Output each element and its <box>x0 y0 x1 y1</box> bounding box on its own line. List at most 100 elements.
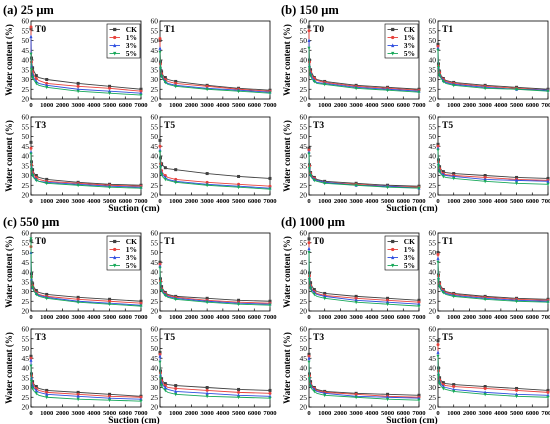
marker <box>237 395 241 400</box>
marker <box>452 176 456 181</box>
y-tick-label: 45 <box>151 46 159 55</box>
y-axis-label: Water content (%) <box>282 332 292 404</box>
marker <box>158 144 162 148</box>
marker <box>174 180 178 185</box>
series-5% <box>436 148 550 187</box>
y-tick-label: 30 <box>429 383 437 392</box>
legend-label: CK <box>404 25 415 34</box>
y-axis-label: Water content (%) <box>4 120 14 192</box>
marker <box>309 287 313 291</box>
marker <box>546 390 550 394</box>
marker <box>452 383 456 387</box>
marker <box>237 89 241 94</box>
legend: CK1%3%5% <box>106 235 141 271</box>
marker <box>29 152 33 157</box>
chart-group: (d) 1000 μm Water content (%) Water conten… <box>281 215 550 424</box>
marker <box>436 66 440 70</box>
y-tick-label: 45 <box>429 46 437 55</box>
y-tick-label: 45 <box>22 354 30 363</box>
panel-title: T0 <box>313 25 324 35</box>
y-tick-label: 20 <box>429 95 437 104</box>
x-tick-label: 4000 <box>216 314 230 321</box>
y-tick-label: 25 <box>300 181 308 190</box>
marker <box>436 48 440 53</box>
marker <box>452 294 456 299</box>
marker <box>391 247 395 252</box>
marker <box>307 146 311 150</box>
marker <box>483 86 487 91</box>
legend-label: 1% <box>126 33 137 42</box>
marker <box>158 282 162 286</box>
x-tick-label: 7000 <box>263 198 277 205</box>
x-tick-label: 6000 <box>526 198 540 205</box>
y-tick-label: 55 <box>151 334 159 343</box>
marker <box>29 364 33 369</box>
legend-label: 1% <box>404 245 415 254</box>
panel-title: T1 <box>442 25 453 35</box>
x-axis-label: Suction (cm) <box>108 415 159 424</box>
x-tick-label: 1000 <box>169 198 183 205</box>
marker <box>546 179 550 183</box>
marker <box>436 343 440 347</box>
y-tick-label: 35 <box>22 277 30 286</box>
y-tick-label: 55 <box>151 122 159 131</box>
x-tick-label: 1000 <box>447 410 461 417</box>
y-tick-label: 55 <box>300 122 308 131</box>
marker <box>29 52 33 57</box>
marker <box>323 291 327 295</box>
series-5% <box>158 50 272 96</box>
y-tick-label: 50 <box>22 248 30 257</box>
y-tick-label: 55 <box>300 26 308 35</box>
legend-label: CK <box>126 237 137 246</box>
marker <box>34 388 38 392</box>
x-tick-label: 3000 <box>479 410 493 417</box>
y-tick-label: 20 <box>300 307 308 316</box>
marker <box>34 289 38 293</box>
marker <box>29 168 33 172</box>
y-axis-label: Water content (%) <box>4 332 14 404</box>
y-tick-label: 50 <box>151 36 159 45</box>
legend: CK1%3%5% <box>384 235 419 271</box>
marker <box>307 251 311 255</box>
y-tick-label: 25 <box>429 181 437 190</box>
marker <box>452 385 456 389</box>
y-tick-label: 55 <box>300 334 308 343</box>
marker <box>34 77 38 81</box>
y-tick-label: 30 <box>151 75 159 84</box>
chart-group: (a) 25 μm Water content (%) Water content … <box>3 3 277 214</box>
legend: CK1%3%5% <box>384 23 419 59</box>
marker <box>108 86 112 90</box>
y-tick-label: 55 <box>22 238 30 247</box>
marker <box>174 389 178 393</box>
marker <box>417 304 421 309</box>
marker <box>438 382 442 386</box>
marker <box>307 241 311 245</box>
x-tick-label: 4000 <box>216 410 230 417</box>
y-tick-label: 45 <box>151 142 159 151</box>
x-axis-label: Suction (cm) <box>386 203 437 214</box>
marker <box>158 354 162 358</box>
x-tick-label: 6000 <box>397 198 411 205</box>
x-tick-label: 6000 <box>248 102 262 109</box>
x-tick-label: 6000 <box>119 102 133 109</box>
marker <box>309 74 313 78</box>
x-tick-label: 5000 <box>510 198 524 205</box>
marker <box>268 396 272 401</box>
panel-title: T3 <box>313 121 324 131</box>
y-axis-label: Water content (%) <box>4 24 14 96</box>
x-tick-label: 1000 <box>169 102 183 109</box>
y-tick-label: 20 <box>151 191 159 200</box>
y-tick-label: 55 <box>151 26 159 35</box>
y-tick-label: 45 <box>151 258 159 267</box>
x-tick-label: 3000 <box>72 314 86 321</box>
y-tick-label: 55 <box>151 238 159 247</box>
marker <box>354 300 358 305</box>
marker <box>323 82 327 87</box>
y-tick-label: 50 <box>300 248 308 257</box>
y-tick-label: 60 <box>429 113 437 122</box>
series-5% <box>29 237 143 309</box>
marker <box>354 86 358 91</box>
